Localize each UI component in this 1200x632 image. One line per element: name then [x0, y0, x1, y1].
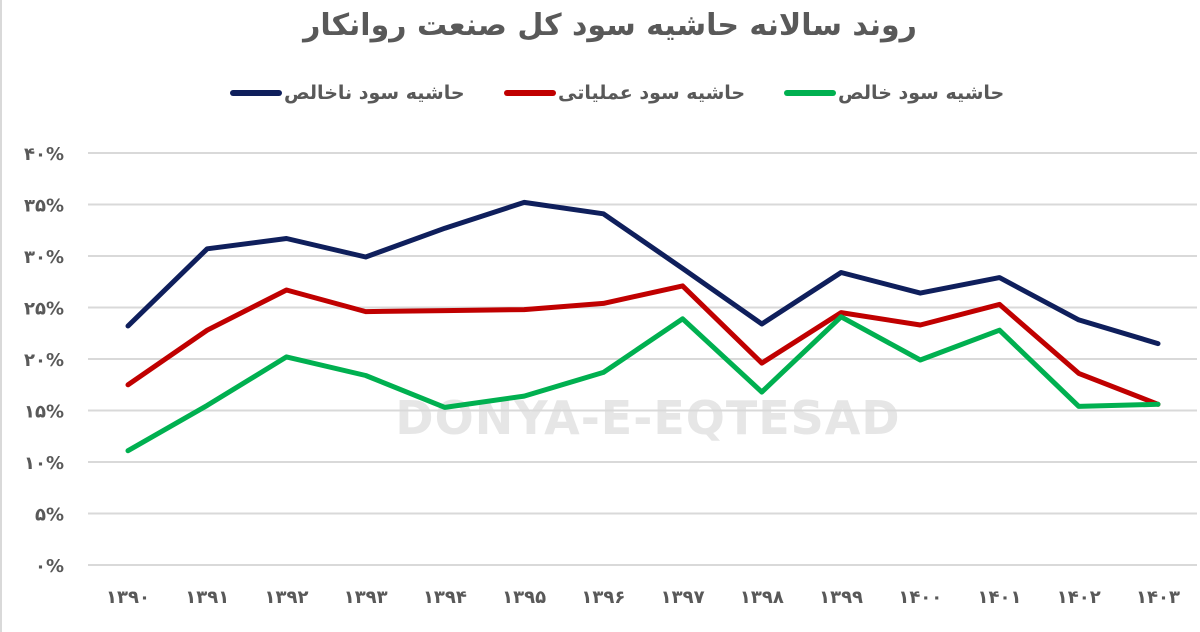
x-tick-label: ۱۳۹۸	[740, 587, 784, 608]
x-tick-label: ۱۳۹۹	[819, 587, 863, 608]
watermark: DONYA-E-EQTESAD	[395, 391, 900, 445]
x-tick-label: ۱۳۹۷	[661, 587, 705, 608]
legend-label: حاشیه سود عملیاتی	[558, 82, 746, 104]
x-tick-label: ۱۳۹۴	[423, 587, 467, 608]
x-axis-labels: ۱۳۹۰ ۱۳۹۱ ۱۳۹۲ ۱۳۹۳ ۱۳۹۴ ۱۳۹۵ ۱۳۹۶ ۱۳۹۷ ۱۳۹۸ ۱۳۹۹…	[106, 587, 1180, 608]
x-tick-label: ۱۳۹۲	[264, 587, 308, 608]
legend: حاشیه سود ناخالص حاشیه سود عملیاتی حاشیه…	[0, 82, 1200, 112]
left-border	[0, 0, 2, 632]
y-tick-label: ۰%	[35, 556, 64, 577]
series-net-margin-line	[125, 314, 1161, 454]
legend-item-net-margin: حاشیه سود خالص	[784, 82, 1004, 104]
legend-label: حاشیه سود ناخالص	[284, 82, 465, 104]
y-tick-label: ۵%	[35, 505, 64, 526]
legend-swatch-navy-icon	[230, 90, 282, 96]
y-tick-label: ۲۰%	[24, 350, 64, 371]
watermark-text: DONYA-E-EQTESAD	[395, 391, 900, 445]
x-tick-label: ۱۴۰۱	[978, 587, 1022, 608]
gridlines	[88, 152, 1197, 566]
x-tick-label: ۱۳۹۵	[502, 587, 546, 608]
legend-item-operating-margin: حاشیه سود عملیاتی	[504, 82, 745, 104]
legend-swatch-red-icon	[504, 90, 556, 96]
x-tick-label: ۱۴۰۲	[1057, 587, 1101, 608]
series-operating-margin-line	[125, 283, 1161, 407]
x-tick-label: ۱۳۹۰	[106, 587, 150, 608]
legend-label: حاشیه سود خالص	[838, 82, 1005, 104]
x-tick-label: ۱۴۰۰	[898, 587, 942, 608]
y-tick-label: ۳۰%	[24, 247, 64, 268]
y-tick-label: ۴۰%	[24, 144, 64, 165]
x-tick-label: ۱۴۰۳	[1136, 587, 1180, 608]
chart-title: روند سالانه حاشیه سود کل صنعت روانکار	[303, 8, 917, 43]
y-axis-labels: ۰% ۵% ۱۰% ۱۵% ۲۰% ۲۵% ۳۰% ۳۵% ۴۰%	[24, 144, 64, 577]
y-tick-label: ۱۰%	[24, 453, 64, 474]
y-tick-label: ۲۵%	[24, 299, 64, 320]
x-tick-label: ۱۳۹۱	[185, 587, 229, 608]
series-gross-margin-line	[125, 199, 1161, 347]
legend-swatch-green-icon	[784, 90, 836, 96]
y-tick-label: ۳۵%	[24, 196, 64, 217]
y-tick-label: ۱۵%	[24, 402, 64, 423]
series-lines	[125, 199, 1161, 454]
legend-item-gross-margin: حاشیه سود ناخالص	[230, 82, 465, 104]
x-tick-label: ۱۳۹۳	[344, 587, 388, 608]
x-tick-label: ۱۳۹۶	[581, 587, 625, 608]
